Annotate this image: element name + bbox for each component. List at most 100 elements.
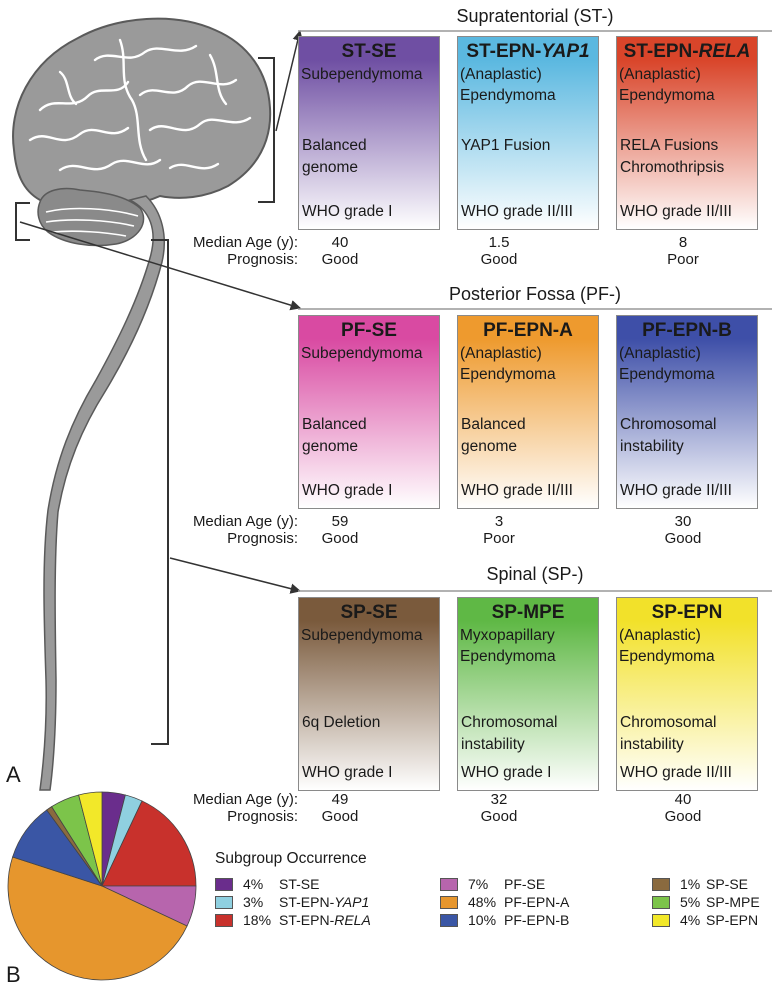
legend-item: 18% ST-EPN- RELA xyxy=(215,912,371,928)
prognosis-value: Good xyxy=(480,251,518,268)
subgroup-genetics: Balanced genome xyxy=(461,416,526,455)
prognosis-label: Prognosis: xyxy=(227,251,298,268)
legend-swatch xyxy=(652,895,670,909)
legend-percent: 10% xyxy=(468,912,497,928)
section-title-posterior-fossa: Posterior Fossa (PF-) xyxy=(448,284,622,304)
cerebellum-folia xyxy=(45,207,139,237)
legend-percent: 3% xyxy=(243,894,264,910)
subgroup-box: PF-EPN-B (Anaplastic) Ependymoma Chromosom… xyxy=(616,315,758,509)
brackets xyxy=(15,57,275,745)
subgroup-genetics: Chromosomal instability xyxy=(620,714,717,753)
subgroup-box: SP-SE Subependymoma 6q Deletion WHO grade I xyxy=(298,597,440,791)
legend-item: 10% PF-EPN-B xyxy=(440,912,569,928)
subgroup-code: SP-EPN xyxy=(617,602,757,624)
median-age-label: Median Age (y): xyxy=(192,513,298,530)
subgroup-genetics: 6q Deletion xyxy=(302,714,381,731)
section-title-supratentorial: Supratentorial (ST-) xyxy=(456,6,614,26)
subgroup-box: ST-SE Subependymoma Balanced genome WHO gra… xyxy=(298,36,440,230)
legend-name: SP-EPN xyxy=(706,912,759,928)
legend-name-gene: RELA xyxy=(334,912,371,928)
subgroup-code-main: PF-SE xyxy=(341,320,397,341)
subgroup-who-grade: WHO grade I xyxy=(302,482,393,499)
subgroup-genetics: Chromosomal instability xyxy=(620,416,717,455)
legend-swatch xyxy=(652,913,670,927)
legend-name: ST-SE xyxy=(279,876,320,892)
legend-item: 7% PF-SE xyxy=(440,876,545,892)
brain-illustration xyxy=(12,17,272,791)
subgroup-box: PF-EPN-A (Anaplastic) Ependymoma Balanced … xyxy=(457,315,599,509)
legend-percent: 4% xyxy=(243,876,264,892)
prognosis-value: Good xyxy=(321,251,359,268)
legend-swatch xyxy=(652,877,670,891)
legend-percent: 5% xyxy=(680,894,701,910)
subgroup-description: (Anaplastic) Ependymoma xyxy=(619,345,715,383)
section-rules xyxy=(298,30,772,592)
subgroup-genetics: Chromosomal instability xyxy=(461,714,558,753)
median-age-value: 40 xyxy=(674,791,692,808)
prognosis-value: Poor xyxy=(667,251,699,268)
subgroup-description: Subependymoma xyxy=(301,66,423,83)
subgroup-code: ST-EPN-YAP1 xyxy=(458,41,598,63)
subgroup-who-grade: WHO grade I xyxy=(302,764,393,781)
subgroup-code-gene: YAP1 xyxy=(541,41,590,62)
subgroup-code-main: ST-EPN- xyxy=(466,41,542,62)
prognosis-value: Good xyxy=(480,808,518,825)
subgroup-code: ST-SE xyxy=(299,41,439,63)
subgroup-who-grade: WHO grade II/III xyxy=(620,482,732,499)
subgroup-who-grade: WHO grade II/III xyxy=(461,203,573,220)
subgroup-description: (Anaplastic) Ependymoma xyxy=(460,66,556,104)
pie-chart xyxy=(7,791,197,981)
subgroup-code: ST-EPN-RELA xyxy=(617,41,757,63)
subgroup-code-main: PF-EPN-A xyxy=(483,320,573,341)
legend-name-gene: YAP1 xyxy=(334,894,370,910)
median-age-value: 1.5 xyxy=(488,234,510,251)
pie-slice-pf-epn-a xyxy=(7,856,188,981)
subgroup-genetics: YAP1 Fusion xyxy=(461,137,551,154)
legend-item: 3% ST-EPN- YAP1 xyxy=(215,894,369,910)
prognosis-value: Good xyxy=(664,530,702,547)
legend-name: SP-MPE xyxy=(706,894,760,910)
subgroup-code: SP-MPE xyxy=(458,602,598,624)
subgroup-code-main: SP-MPE xyxy=(491,602,565,623)
arrows xyxy=(19,29,303,594)
subgroup-code: PF-EPN-B xyxy=(617,320,757,342)
subgroup-description: (Anaplastic) Ependymoma xyxy=(619,627,715,665)
subgroup-who-grade: WHO grade II/III xyxy=(620,764,732,781)
panel-label-b: B xyxy=(6,962,21,987)
brain-gyri xyxy=(28,38,252,172)
pie-slice-st-epn-rela xyxy=(101,800,197,887)
legend-title: Subgroup Occurrence xyxy=(215,850,367,867)
subgroup-who-grade: WHO grade II/III xyxy=(461,482,573,499)
legend-swatch xyxy=(440,877,458,891)
section-title-spinal: Spinal (SP-) xyxy=(486,564,584,584)
subgroup-code-gene: RELA xyxy=(698,41,751,62)
subgroup-description: (Anaplastic) Ependymoma xyxy=(460,345,556,383)
subgroup-code: PF-EPN-A xyxy=(458,320,598,342)
legend-swatch xyxy=(215,895,233,909)
subgroup-box: PF-SE Subependymoma Balanced genome WHO gra… xyxy=(298,315,440,509)
prognosis-label: Prognosis: xyxy=(227,808,298,825)
subgroup-code-main: PF-EPN-B xyxy=(642,320,732,341)
legend-percent: 4% xyxy=(680,912,701,928)
subgroup-code-main: SP-EPN xyxy=(651,602,723,623)
legend-percent: 48% xyxy=(468,894,497,910)
median-age-value: 49 xyxy=(331,791,349,808)
prognosis-value: Good xyxy=(664,808,702,825)
subgroup-who-grade: WHO grade I xyxy=(302,203,393,220)
legend-swatch xyxy=(440,895,458,909)
prognosis-label: Prognosis: xyxy=(227,530,298,547)
subgroup-who-grade: WHO grade I xyxy=(461,764,552,781)
median-age-value: 8 xyxy=(678,234,688,251)
prognosis-value: Good xyxy=(321,808,359,825)
median-age-label: Median Age (y): xyxy=(192,791,298,808)
legend-item: 1% SP-SE xyxy=(652,876,748,892)
subgroup-code: SP-SE xyxy=(299,602,439,624)
median-age-value: 30 xyxy=(674,513,692,530)
median-age-value: 59 xyxy=(331,513,349,530)
legend-name: PF-EPN-A xyxy=(504,894,570,910)
legend-percent: 18% xyxy=(243,912,272,928)
subgroup-description: Subependymoma xyxy=(301,345,423,362)
legend-percent: 7% xyxy=(468,876,489,892)
legend-swatch xyxy=(215,913,233,927)
subgroup-box: SP-MPE Myxopapillary Ependymoma Chromosoma… xyxy=(457,597,599,791)
